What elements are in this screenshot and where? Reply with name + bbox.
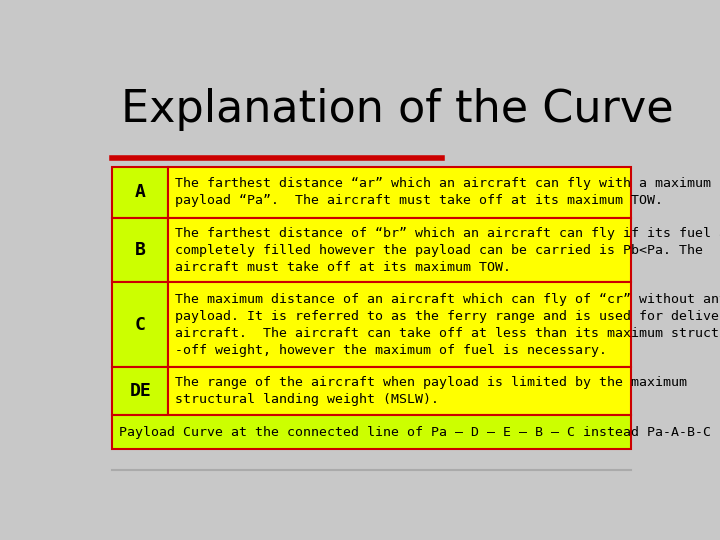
- Bar: [112, 415, 631, 449]
- Text: The farthest distance “ar” which an aircraft can fly with a maximum
payload “Pa”: The farthest distance “ar” which an airc…: [175, 177, 711, 207]
- Text: Payload Curve at the connected line of Pa – D – E – B – C instead Pa-A-B-C: Payload Curve at the connected line of P…: [119, 426, 711, 438]
- Text: The maximum distance of an aircraft which can fly of “cr” without any
payload. I: The maximum distance of an aircraft whic…: [175, 293, 720, 356]
- Text: C: C: [135, 315, 145, 334]
- Text: A: A: [135, 183, 145, 201]
- Bar: [168, 367, 631, 415]
- Bar: [112, 167, 168, 218]
- Bar: [112, 218, 168, 282]
- Text: The farthest distance of “br” which an aircraft can fly if its fuel are
complete: The farthest distance of “br” which an a…: [175, 227, 720, 274]
- Bar: [112, 367, 168, 415]
- Bar: [112, 282, 168, 367]
- Text: DE: DE: [130, 382, 151, 400]
- Text: B: B: [135, 241, 145, 259]
- Bar: [168, 218, 631, 282]
- Text: Explanation of the Curve: Explanation of the Curve: [121, 87, 673, 131]
- Text: The range of the aircraft when payload is limited by the maximum
structural land: The range of the aircraft when payload i…: [175, 376, 687, 406]
- Bar: [168, 282, 631, 367]
- Bar: [168, 167, 631, 218]
